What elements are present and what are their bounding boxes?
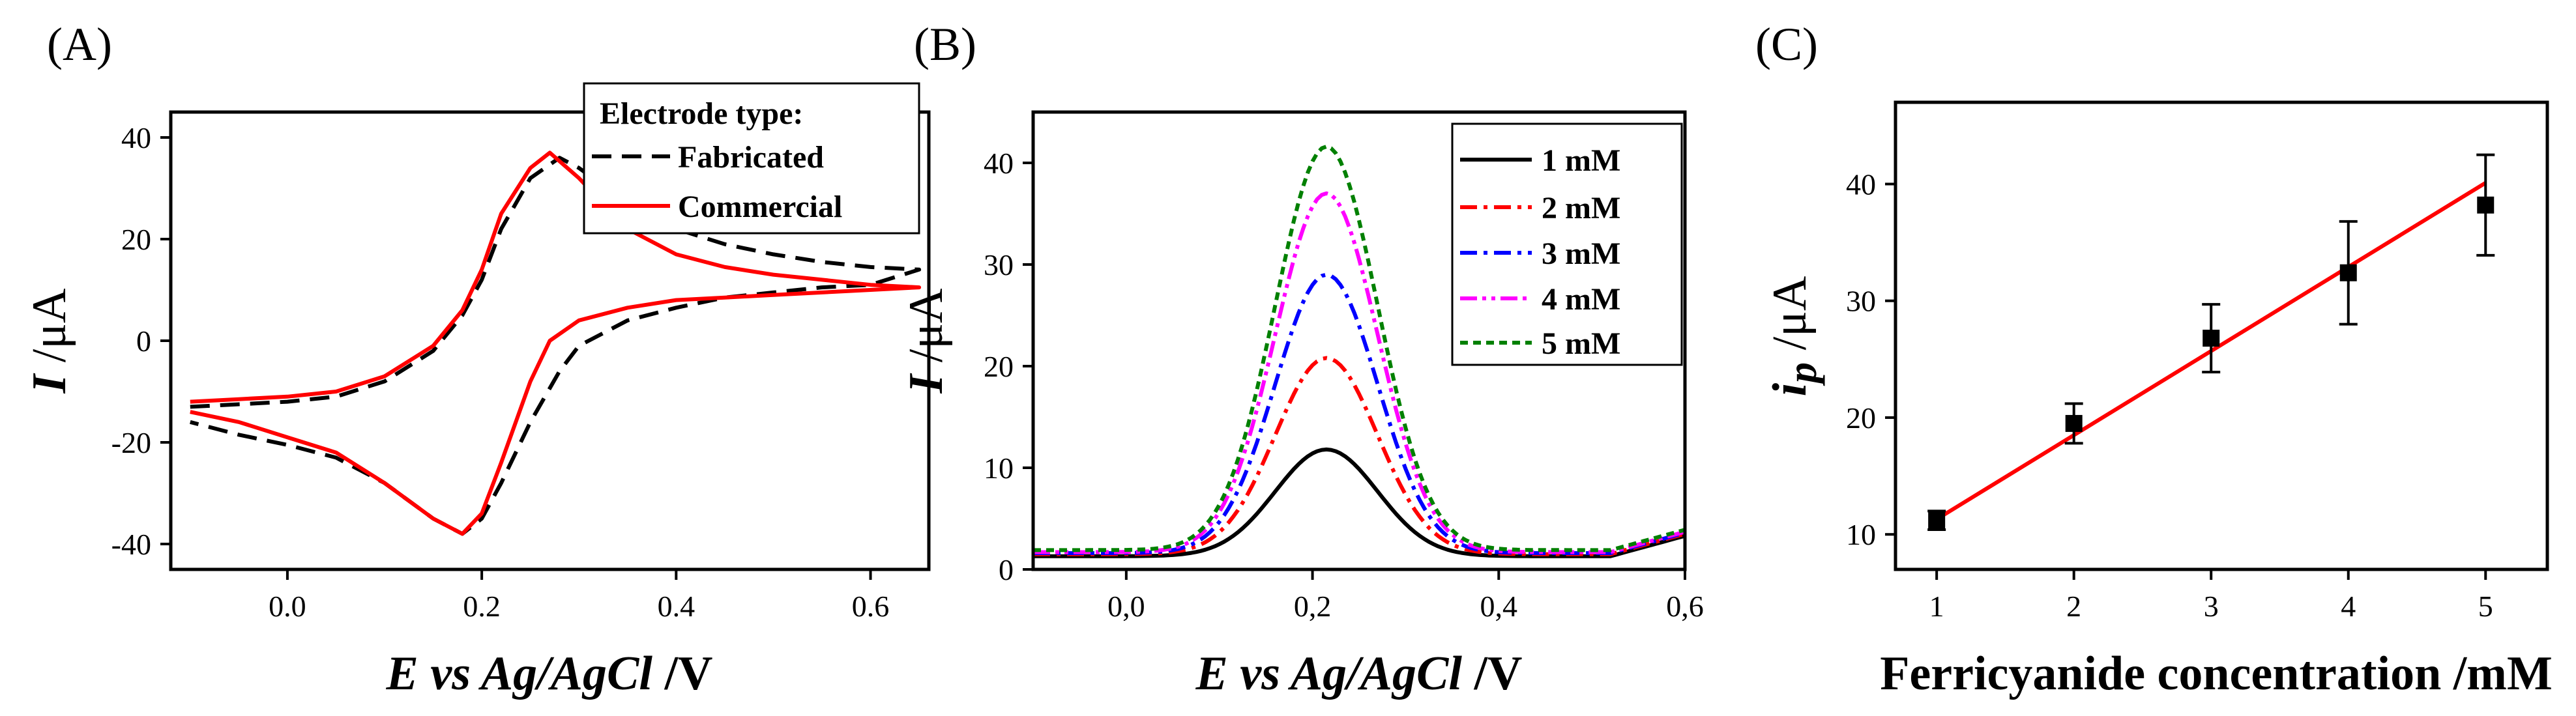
panel-a-y-tick-label: 0 [136, 324, 151, 358]
panel-c-y-ticks: 10 20 30 40 [1846, 167, 1895, 551]
panel-b: (B) 0,0 0,2 0,4 0,6 0 10 20 30 40 E vs Ag/AgCl … [900, 18, 1704, 700]
panel-c-plot [1927, 153, 2495, 532]
panel-b-legend-3mm: 3 mM [1542, 236, 1620, 271]
panel-a-y-tick-label: 40 [121, 121, 151, 154]
panel-b-label: (B) [914, 18, 976, 70]
panel-a-x-ticks: 0.0 0.2 0.4 0.6 [269, 569, 889, 623]
panel-c-label: (C) [1755, 18, 1818, 70]
panel-b-series [1033, 145, 1686, 558]
panel-c-x-tick-label: 3 [2204, 590, 2219, 623]
panel-b-legend-5mm: 5 mM [1542, 326, 1620, 361]
panel-b-legend-1mm: 1 mM [1542, 143, 1620, 178]
panel-b-x-tick-label: 0,0 [1107, 590, 1145, 623]
panel-b-y-ticks: 0 10 20 30 40 [984, 147, 1033, 586]
panel-b-y-axis-label: I /μA [900, 289, 953, 394]
panel-a-y-ticks: -40 -20 0 20 40 [111, 121, 171, 561]
panel-b-x-tick-label: 0,4 [1480, 590, 1518, 623]
panel-c-y-tick-label: 40 [1846, 167, 1876, 201]
panel-b-y-tick-label: 20 [984, 350, 1014, 383]
panel-b-y-tick-label: 40 [984, 147, 1014, 180]
panel-c-data-point [2477, 196, 2495, 214]
panel-a-label: (A) [47, 18, 112, 70]
panel-c-x-axis-label: Ferricyanide concentration /mM [1880, 647, 2553, 700]
panel-c-y-axis-label: ip /μA [1763, 276, 1825, 397]
panel-b-legend-box [1451, 122, 1683, 366]
panel-b-series-4mm [1033, 191, 1686, 554]
panel-c-x-tick-label: 2 [2066, 590, 2081, 623]
panel-b-series-3mm [1033, 272, 1686, 555]
panel-c-x-ticks: 1 2 3 4 5 [1929, 569, 2493, 623]
panel-a-x-tick-label: 0.4 [658, 590, 695, 623]
panel-a-x-tick-label: 0.0 [269, 590, 306, 623]
panel-b-x-ticks: 0,0 0,2 0,4 0,6 [1107, 569, 1704, 623]
panel-b-y-tick-label: 30 [984, 248, 1014, 281]
panel-a-y-tick-label: -20 [111, 426, 151, 459]
panel-b-legend: 1 mM 2 mM 3 mM 4 mM 5 mM [1451, 122, 1683, 366]
panel-a-x-axis-label: E vs Ag/AgCl /V [386, 647, 713, 700]
panel-c-data-point [2339, 264, 2357, 281]
panel-b-series-5mm [1033, 145, 1686, 552]
panel-b-legend-2mm: 2 mM [1542, 191, 1620, 225]
panel-a-series [190, 150, 922, 536]
panel-b-series-1mm [1033, 447, 1686, 558]
panel-c-x-tick-label: 5 [2478, 590, 2493, 623]
panel-a-y-tick-label: -40 [111, 528, 151, 561]
panel-a-legend-title: Electrode type: [600, 96, 803, 131]
panel-a-legend: Electrode type: Fabricated Commercial [583, 82, 920, 235]
panel-b-x-tick-label: 0,2 [1294, 590, 1332, 623]
panel-a-series-commercial [190, 150, 922, 536]
panel-c-data-point [1928, 511, 1946, 529]
panel-c-frame [1894, 100, 2549, 571]
panel-c-x-tick-label: 1 [1929, 590, 1944, 623]
panel-a-legend-fabricated: Fabricated [678, 140, 824, 175]
panel-a: (A) 0.0 0.2 0.4 0.6 -40 -20 0 20 40 E vs Ag/AgC… [23, 18, 931, 700]
panel-c-data-point [2203, 330, 2220, 347]
panel-b-series-2mm [1033, 356, 1686, 556]
panel-a-y-tick-label: 20 [121, 223, 151, 256]
panel-b-x-axis-label: E vs Ag/AgCl /V [1195, 647, 1523, 700]
panel-b-frame [1031, 110, 1687, 571]
panel-b-legend-4mm: 4 mM [1542, 282, 1620, 317]
panel-a-x-tick-label: 0.6 [852, 590, 890, 623]
panel-c-y-tick-label: 30 [1846, 285, 1876, 318]
panel-b-x-tick-label: 0,6 [1666, 590, 1704, 623]
panel-a-x-tick-label: 0.2 [463, 590, 501, 623]
panel-c-y-tick-label: 20 [1846, 401, 1876, 435]
panel-c-x-tick-label: 4 [2341, 590, 2356, 623]
panel-a-legend-commercial: Commercial [678, 190, 842, 224]
panel-b-y-tick-label: 10 [984, 451, 1014, 485]
panel-c-y-tick-label: 10 [1846, 518, 1876, 551]
panel-c-data-point [2065, 414, 2083, 432]
panel-a-y-axis-label: I /μA [23, 289, 76, 394]
panel-b-y-tick-label: 0 [999, 553, 1014, 586]
panel-c: (C) 1 2 3 4 5 10 20 30 40 Ferricyanide concentr… [1755, 18, 2553, 700]
